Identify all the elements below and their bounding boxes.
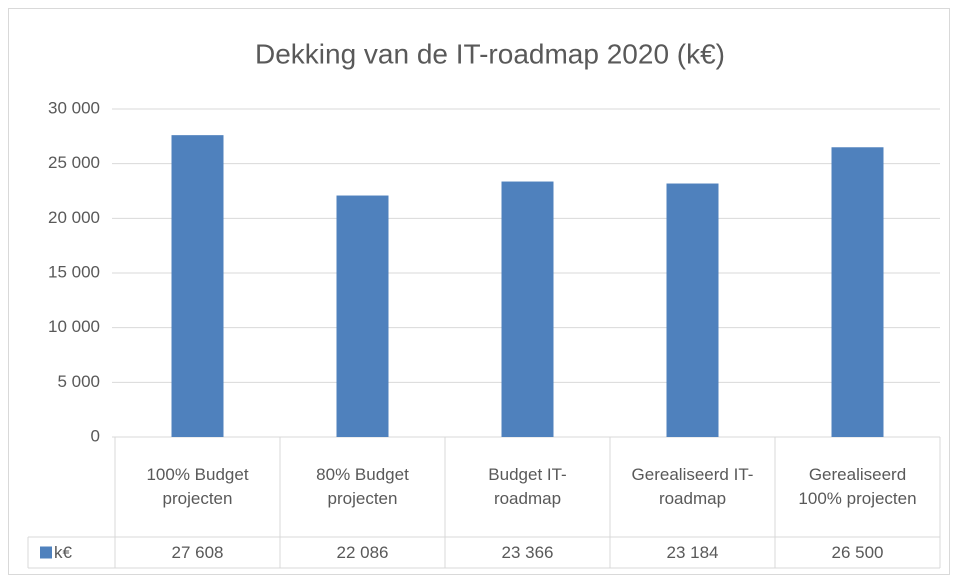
legend-swatch bbox=[40, 546, 52, 559]
data-table-value: 22 086 bbox=[336, 542, 389, 562]
bar bbox=[501, 181, 554, 437]
bar bbox=[171, 135, 224, 437]
y-tick-label: 20 000 bbox=[48, 208, 100, 227]
chart-title: Dekking van de IT-roadmap 2020 (k€) bbox=[255, 38, 725, 69]
x-tick-label: Gerealiseerd IT-roadmap bbox=[631, 465, 754, 508]
x-tick-label: 80% Budget projecten bbox=[316, 465, 409, 508]
chart-border bbox=[8, 8, 950, 575]
data-table-value: 26 500 bbox=[831, 542, 884, 562]
bar bbox=[336, 195, 389, 437]
bar bbox=[831, 147, 884, 437]
data-table-value: 23 184 bbox=[666, 542, 719, 562]
x-tick-label: 100% Budget projecten bbox=[146, 465, 249, 508]
y-tick-label: 5 000 bbox=[57, 372, 100, 391]
data-table-value: 27 608 bbox=[171, 542, 224, 562]
bar bbox=[666, 183, 719, 437]
legend-label: k€ bbox=[54, 543, 73, 562]
y-tick-label: 10 000 bbox=[48, 317, 100, 336]
y-tick-label: 30 000 bbox=[48, 98, 100, 117]
y-tick-label: 15 000 bbox=[48, 262, 100, 281]
x-tick-label: Budget IT-roadmap bbox=[488, 465, 567, 508]
y-tick-label: 0 bbox=[91, 426, 100, 445]
y-tick-label: 25 000 bbox=[48, 153, 100, 172]
data-table-value: 23 366 bbox=[501, 542, 554, 562]
x-tick-label: Gerealiseerd 100% projecten bbox=[798, 465, 917, 508]
